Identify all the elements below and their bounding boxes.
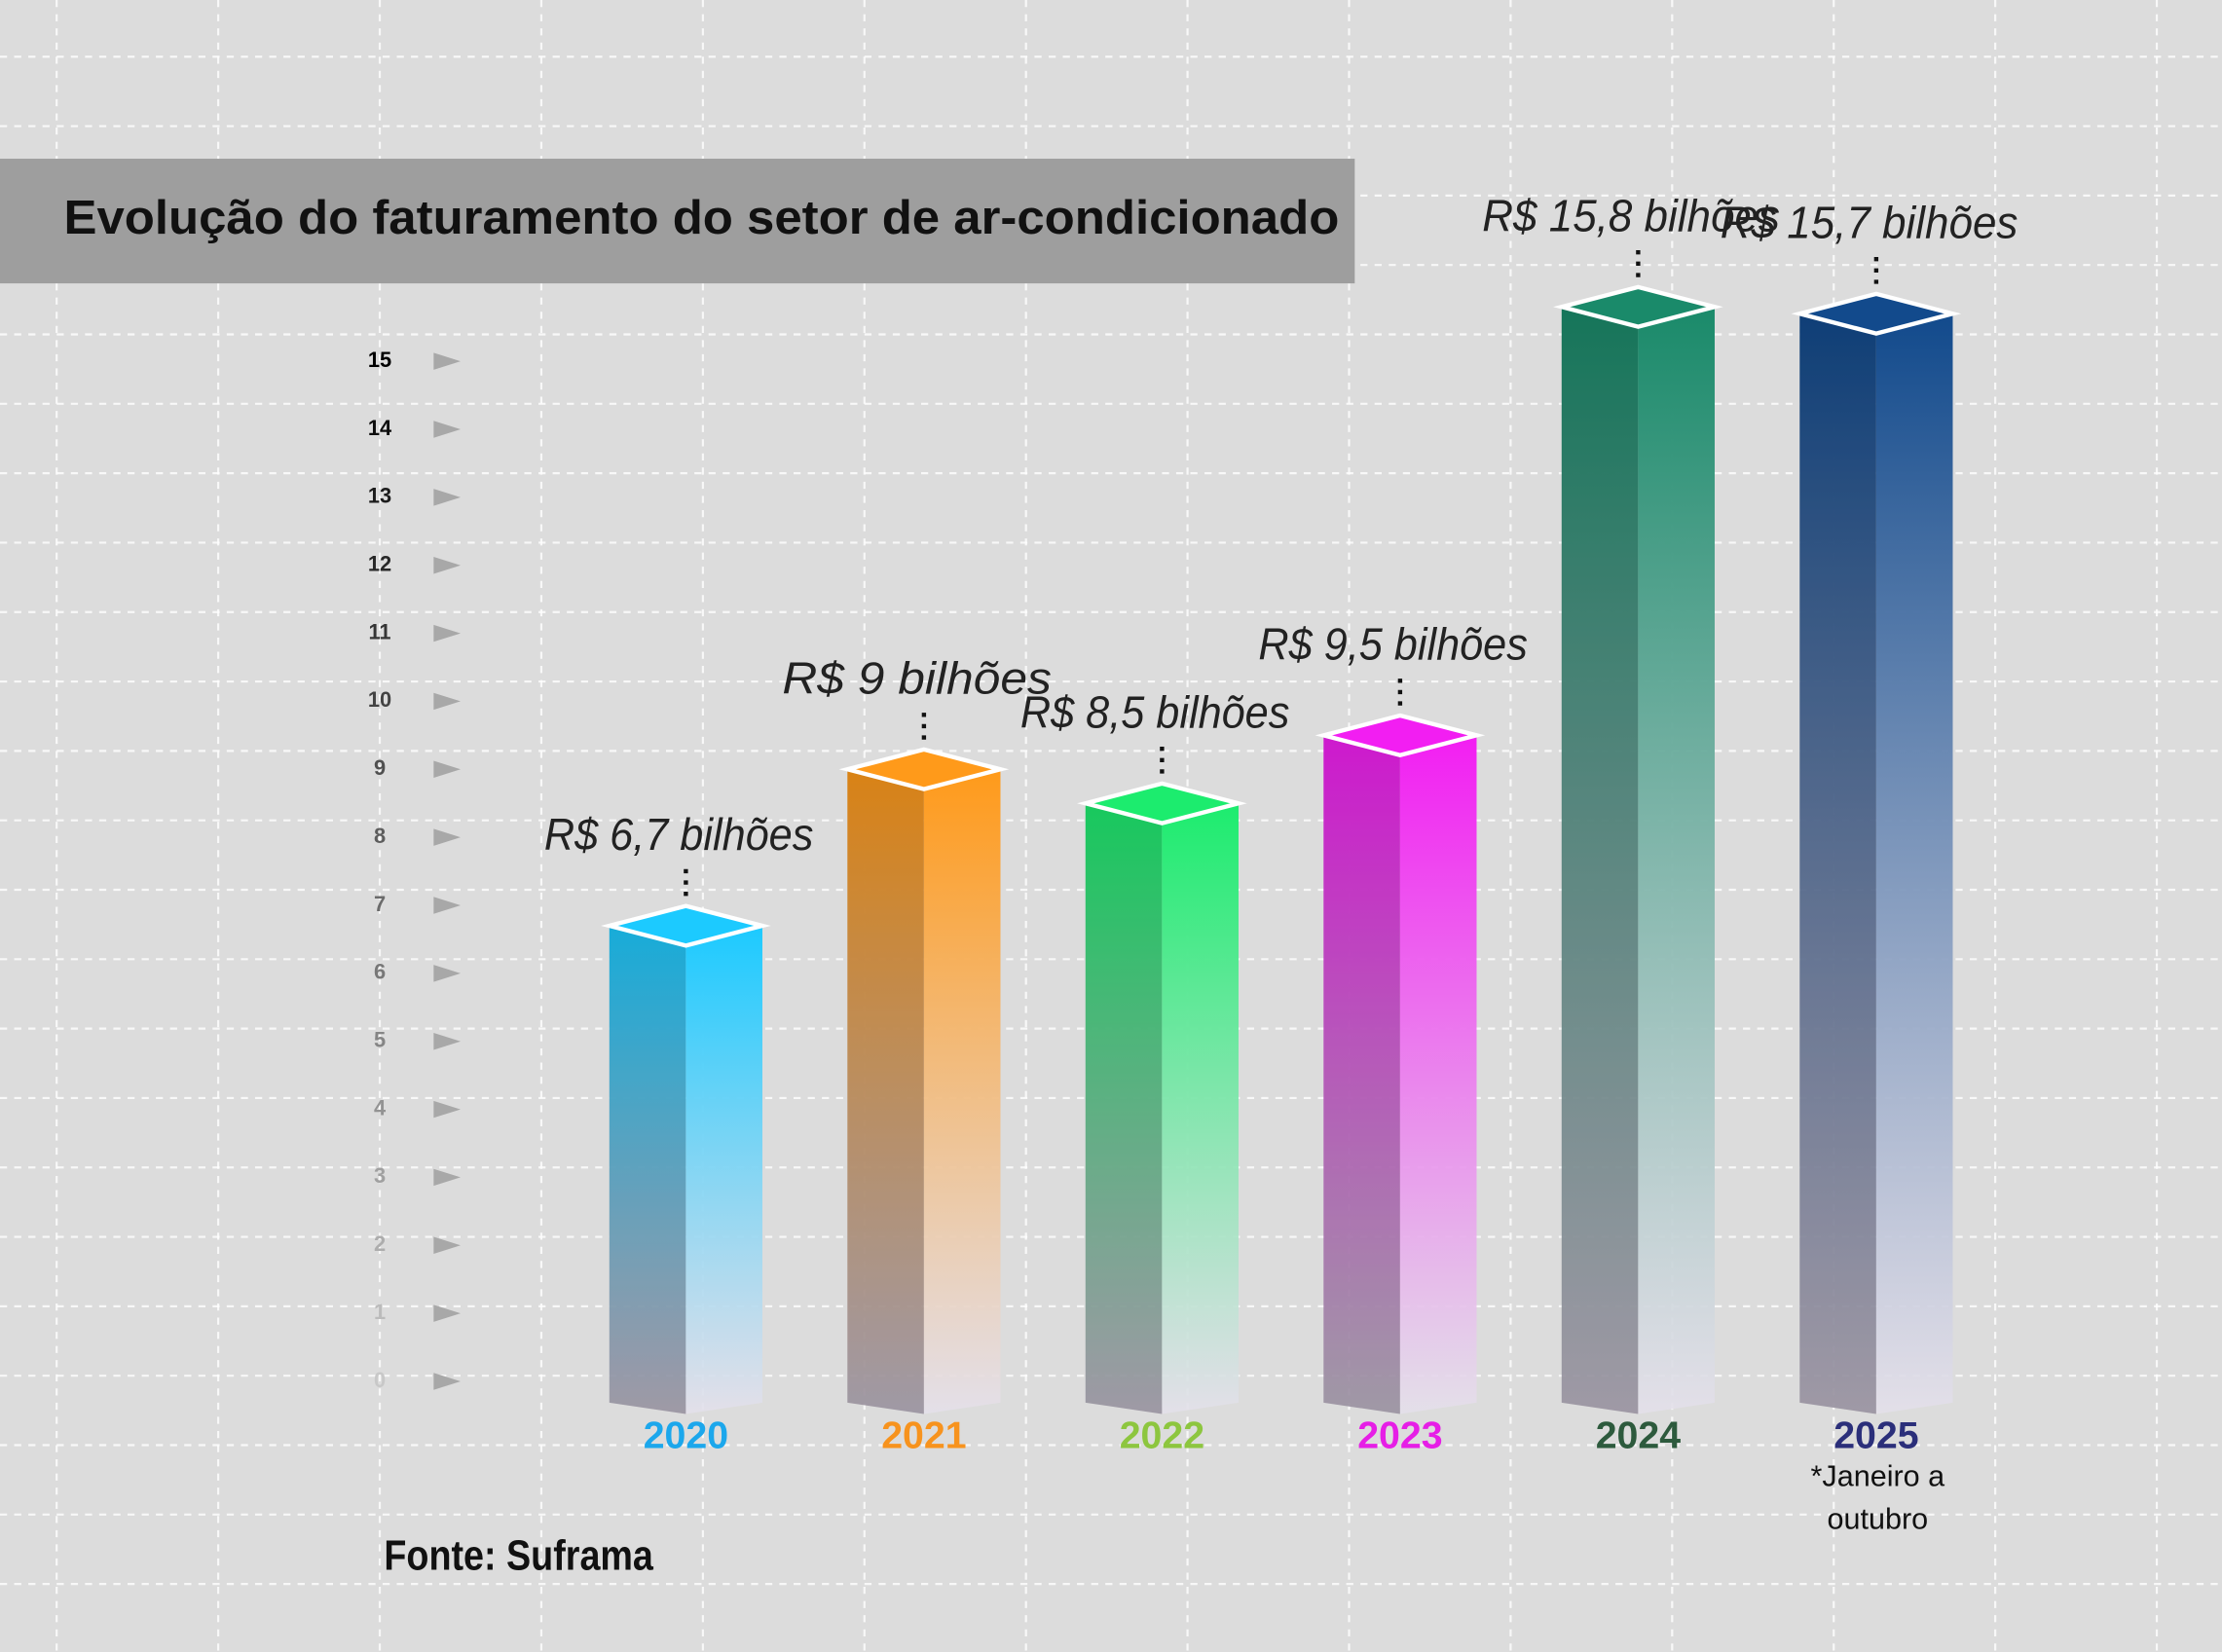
value-label: R$ 15,7 bilhões xyxy=(1721,197,2018,247)
chart-title: Evolução do faturamento do setor de ar-c… xyxy=(63,191,1339,244)
annotation-box: *Janeiro a outubro xyxy=(1810,1460,1945,1536)
y-tick-label: 8 xyxy=(374,824,386,848)
bar-top xyxy=(1553,284,1723,329)
bar-left-face xyxy=(1085,803,1163,1414)
y-tick-label: 0 xyxy=(374,1368,386,1392)
tick-mark xyxy=(433,1032,461,1050)
bar-left-shade xyxy=(609,925,686,1414)
tick-mark xyxy=(433,1168,461,1187)
bar xyxy=(1553,284,1723,1414)
y-tick-label: 13 xyxy=(368,484,391,508)
x-tick-label: 2022 xyxy=(1120,1414,1204,1457)
tick-mark xyxy=(433,897,461,914)
y-tick-label: 2 xyxy=(374,1231,386,1256)
bar-top xyxy=(601,903,771,948)
bar xyxy=(601,903,771,1414)
bar-left-shade xyxy=(847,769,924,1414)
x-tick-label: 2023 xyxy=(1357,1414,1442,1457)
tick-mark xyxy=(433,965,461,982)
bar-top xyxy=(1791,291,1962,336)
y-tick-label: 15 xyxy=(368,348,391,372)
y-tick-label: 7 xyxy=(374,892,386,916)
y-tick-label: 11 xyxy=(368,619,390,643)
y-tick-label: 9 xyxy=(374,755,386,780)
x-tick-label: 2021 xyxy=(881,1414,966,1457)
annotation: *Janeiro a outubro xyxy=(1810,1460,1945,1536)
tick-mark xyxy=(433,1373,461,1390)
bar-top xyxy=(838,747,1010,791)
value-label: R$ 9 bilhões xyxy=(782,652,1052,703)
tick-mark xyxy=(433,1236,461,1255)
bar-left-shade xyxy=(1561,307,1639,1414)
title-box xyxy=(0,159,1355,284)
bar-top xyxy=(1077,781,1247,826)
bar-right-face xyxy=(1875,313,1953,1414)
tick-mark xyxy=(433,760,461,779)
bar xyxy=(1791,291,1962,1414)
tick-mark xyxy=(433,352,461,370)
bar-left-face xyxy=(609,925,686,1414)
x-tick-label: 2025 xyxy=(1833,1414,1918,1457)
value-label: R$ 6,7 bilhões xyxy=(544,809,814,860)
bar-left-face xyxy=(1561,307,1639,1414)
y-tick-label: 3 xyxy=(374,1163,386,1188)
y-tick-label: 4 xyxy=(374,1095,387,1120)
bar-left-shade xyxy=(1085,803,1163,1414)
source: Fonte: Suframa xyxy=(384,1531,653,1579)
bar-right-face xyxy=(1399,735,1477,1414)
bar xyxy=(838,747,1010,1414)
bar-right-face xyxy=(1162,803,1239,1414)
x-tick-label: 2020 xyxy=(644,1414,728,1457)
bar-right-face xyxy=(685,925,762,1414)
tick-mark xyxy=(433,1100,461,1119)
y-tick-label: 10 xyxy=(368,687,391,712)
bar xyxy=(1315,713,1486,1414)
tick-mark xyxy=(433,828,461,846)
tick-mark xyxy=(433,489,461,506)
value-label: R$ 8,5 bilhões xyxy=(1020,686,1290,737)
tick-mark xyxy=(433,624,461,642)
bar-left-shade xyxy=(1799,313,1876,1414)
bar xyxy=(1077,781,1247,1414)
tick-mark xyxy=(433,692,461,711)
bar-left-shade xyxy=(1323,735,1400,1414)
y-tick-label: 12 xyxy=(368,551,391,575)
y-tick-label: 1 xyxy=(374,1300,386,1324)
value-label: R$ 9,5 bilhões xyxy=(1258,618,1528,669)
y-tick-label: 6 xyxy=(374,960,386,984)
tick-mark xyxy=(433,1304,461,1322)
y-tick-label: 5 xyxy=(374,1027,386,1051)
x-tick-label: 2024 xyxy=(1596,1414,1682,1457)
bar-top xyxy=(1315,713,1486,757)
tick-mark xyxy=(433,421,461,438)
tick-mark xyxy=(433,556,461,574)
bar-right-face xyxy=(923,769,1001,1414)
y-tick-label: 14 xyxy=(368,416,392,440)
bar-left-face xyxy=(1799,313,1876,1414)
bar-right-face xyxy=(1638,307,1715,1414)
bar-left-face xyxy=(847,769,924,1414)
bar-left-face xyxy=(1323,735,1400,1414)
value-label: R$ 15,8 bilhões xyxy=(1482,190,1780,240)
